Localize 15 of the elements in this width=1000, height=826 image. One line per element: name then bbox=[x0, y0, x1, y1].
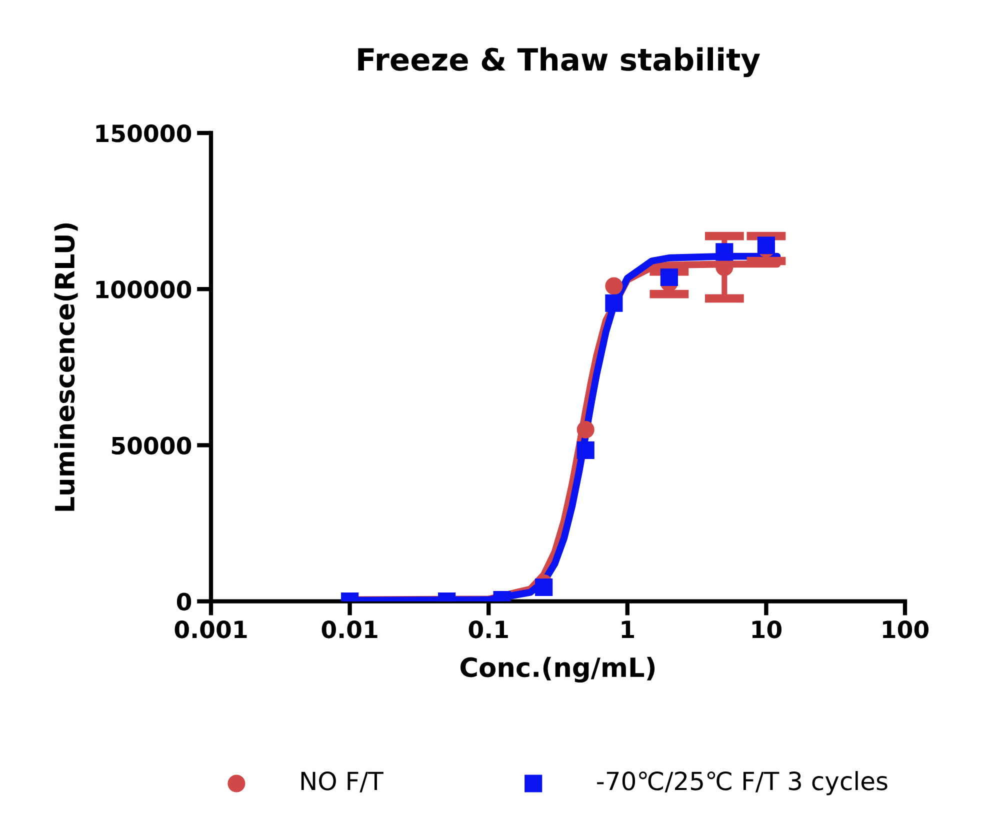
chart-title: Freeze & Thaw stability bbox=[358, 47, 760, 78]
x-axis-title: Conc.(ng/mL) bbox=[460, 656, 655, 683]
y-tick-label: 50000 bbox=[112, 436, 192, 455]
x-tick-label: 100 bbox=[883, 620, 929, 638]
y-axis-title: Luminescence(RLU) bbox=[54, 223, 78, 511]
legend-label: NO F/T bbox=[301, 771, 384, 792]
x-tick-label: 0.001 bbox=[174, 620, 247, 638]
x-tick-label: 0.1 bbox=[468, 620, 508, 638]
y-tick-label: 0 bbox=[176, 592, 192, 611]
y-tick-label: 150000 bbox=[96, 124, 192, 142]
x-tick-label: 1 bbox=[622, 620, 634, 638]
x-tick-label: 0.01 bbox=[322, 620, 378, 638]
legend-label: -70℃/25℃ F/T 3 cycles bbox=[597, 771, 888, 796]
x-tick-label: 10 bbox=[752, 620, 782, 638]
y-tick-label: 100000 bbox=[96, 280, 192, 298]
